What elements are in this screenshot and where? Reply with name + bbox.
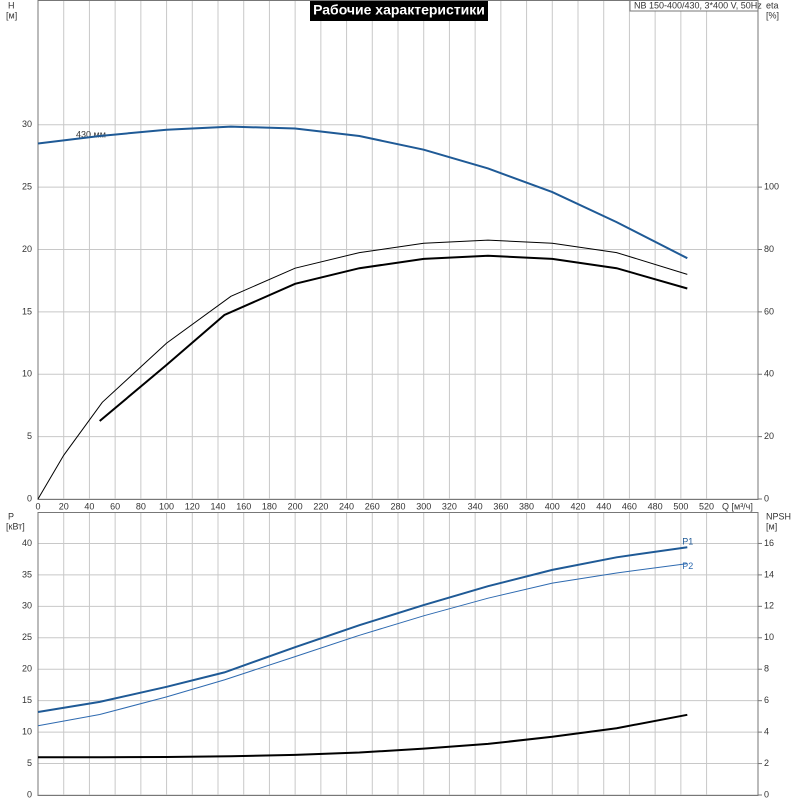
y-tick-label: 10	[22, 369, 32, 379]
y2-tick-label: 12	[764, 601, 774, 611]
y2-unit: [м]	[766, 521, 777, 531]
x-tick-label: 440	[596, 501, 611, 511]
x-tick-label: 500	[673, 501, 688, 511]
y-tick-label: 30	[22, 119, 32, 129]
x-tick-label: 240	[339, 501, 354, 511]
title-box	[310, 0, 488, 21]
y2-tick-label: 0	[764, 493, 769, 503]
y2-tick-label: 10	[764, 632, 774, 642]
legend-label: P1	[682, 537, 693, 547]
annotation: 430 мм	[76, 129, 106, 139]
chart-subtitle: NB 150-400/430, 3*400 V, 50Hz	[634, 0, 762, 10]
y-tick-label: 5	[27, 431, 32, 441]
y2-tick-label: 100	[764, 182, 779, 192]
series-line	[99, 254, 688, 422]
series-line	[37, 125, 688, 260]
y2-tick-label: 2	[764, 758, 769, 768]
y2-tick-label: 20	[764, 431, 774, 441]
series-line	[37, 239, 688, 500]
x-tick-label: 40	[84, 501, 94, 511]
y2-label: NPSH	[766, 511, 791, 521]
y2-unit: [%]	[766, 10, 779, 20]
y2-tick-label: 4	[764, 726, 769, 736]
x-tick-label: 140	[210, 501, 225, 511]
y2-label: eta	[766, 0, 779, 10]
x-tick-label: 180	[262, 501, 277, 511]
y-tick-label: 40	[22, 538, 32, 548]
x-tick-label: 360	[493, 501, 508, 511]
y2-tick-label: 8	[764, 664, 769, 674]
x-tick-label: 340	[468, 501, 483, 511]
x-tick-label: 400	[545, 501, 560, 511]
y2-tick-label: 80	[764, 244, 774, 254]
y2-tick-label: 6	[764, 695, 769, 705]
series-line	[38, 713, 688, 759]
y-label: H	[8, 0, 15, 10]
plot-frame	[37, 0, 759, 500]
y2-tick-label: 60	[764, 306, 774, 316]
x-tick-label: 300	[416, 501, 431, 511]
y-tick-label: 15	[22, 695, 32, 705]
x-tick-label: 160	[236, 501, 251, 511]
plot-frame	[37, 512, 759, 796]
y2-tick-label: 0	[764, 789, 769, 799]
y2-tick-label: 16	[764, 538, 774, 548]
x-tick-label: 380	[519, 501, 534, 511]
y2-tick-label: 14	[764, 569, 774, 579]
x-label: Q [м³/ч]	[722, 501, 753, 511]
x-tick-label: 420	[570, 501, 585, 511]
y-tick-label: 0	[27, 789, 32, 799]
y-tick-label: 25	[22, 182, 32, 192]
x-tick-label: 80	[136, 501, 146, 511]
x-tick-label: 520	[699, 501, 714, 511]
y-tick-label: 25	[22, 632, 32, 642]
y-tick-label: 15	[22, 306, 32, 316]
x-tick-label: 220	[313, 501, 328, 511]
y-tick-label: 20	[22, 244, 32, 254]
x-tick-label: 60	[110, 501, 120, 511]
x-tick-label: 480	[648, 501, 663, 511]
x-tick-label: 120	[185, 501, 200, 511]
x-tick-label: 260	[365, 501, 380, 511]
y2-tick-label: 40	[764, 369, 774, 379]
x-tick-label: 0	[35, 501, 40, 511]
series-line	[37, 546, 688, 713]
x-tick-label: 320	[442, 501, 457, 511]
x-tick-label: 460	[622, 501, 637, 511]
y-tick-label: 35	[22, 569, 32, 579]
y-tick-label: 10	[22, 726, 32, 736]
x-tick-label: 200	[288, 501, 303, 511]
y-tick-label: 20	[22, 664, 32, 674]
x-tick-label: 20	[59, 501, 69, 511]
chart-title: Рабочие характеристики	[313, 2, 485, 18]
y-unit: [м]	[6, 10, 17, 20]
y-unit: [кВт]	[6, 521, 25, 531]
y-tick-label: 0	[27, 493, 32, 503]
y-label: P	[8, 511, 14, 521]
series-line	[37, 563, 688, 727]
y-tick-label: 5	[27, 758, 32, 768]
legend-label: P2	[682, 561, 693, 571]
x-tick-label: 100	[159, 501, 174, 511]
x-tick-label: 280	[390, 501, 405, 511]
y-tick-label: 30	[22, 601, 32, 611]
